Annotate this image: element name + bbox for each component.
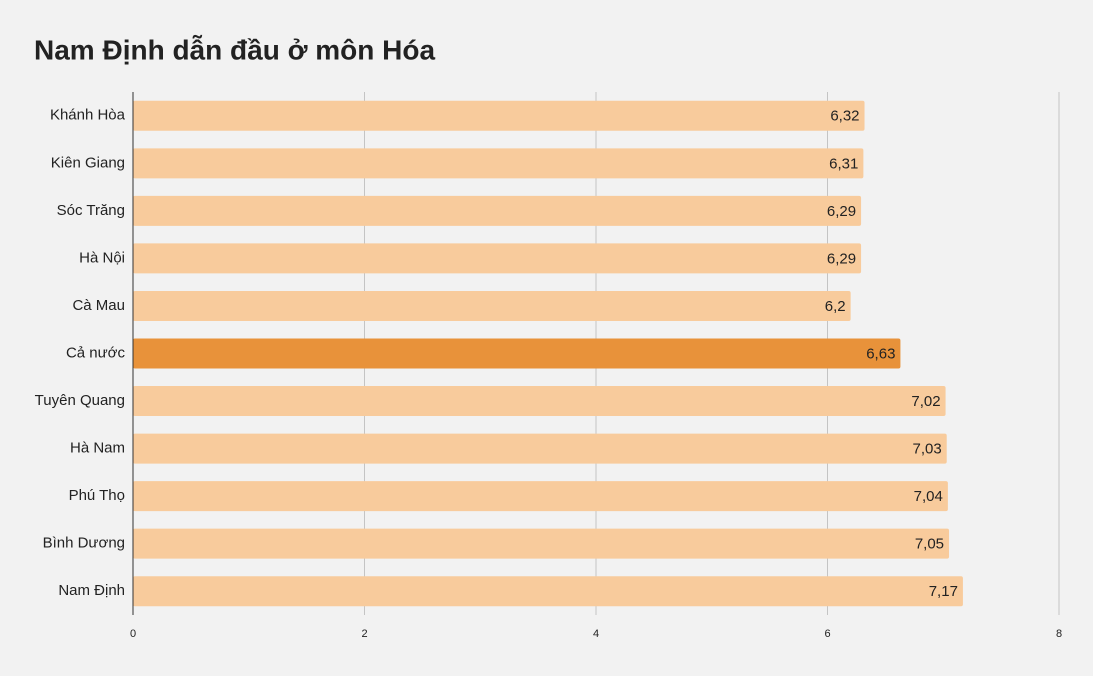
data-label: 7,05 bbox=[915, 536, 944, 553]
data-label: 6,31 bbox=[829, 155, 858, 172]
y-tick-label: Kiên Giang bbox=[51, 154, 125, 171]
bar bbox=[133, 481, 948, 512]
y-tick-label: Nam Định bbox=[58, 582, 125, 599]
y-tick-label: Hà Nam bbox=[70, 440, 125, 457]
y-tick-label: Bình Dương bbox=[43, 535, 125, 552]
bar bbox=[133, 148, 864, 179]
bar bbox=[133, 100, 865, 131]
data-label: 7,04 bbox=[914, 488, 943, 505]
bar bbox=[133, 290, 851, 321]
bar bbox=[133, 433, 947, 464]
y-tick-label: Cà Mau bbox=[72, 297, 125, 314]
chart-title: Nam Định dẫn đầu ở môn Hóa bbox=[34, 34, 435, 65]
data-label: 7,03 bbox=[913, 441, 942, 458]
x-tick-label: 8 bbox=[1056, 628, 1062, 640]
x-tick-label: 4 bbox=[593, 628, 599, 640]
data-label: 6,29 bbox=[827, 250, 856, 267]
data-label: 6,32 bbox=[830, 108, 859, 125]
bar bbox=[133, 386, 946, 417]
data-label: 7,02 bbox=[911, 393, 940, 410]
bar bbox=[133, 243, 862, 274]
y-tick-label: Tuyên Quang bbox=[35, 392, 125, 409]
x-tick-label: 6 bbox=[824, 628, 830, 640]
bar bbox=[133, 576, 963, 607]
bar bbox=[133, 338, 901, 369]
data-label: 7,17 bbox=[929, 583, 958, 600]
bar bbox=[133, 195, 862, 226]
y-tick-label: Cả nước bbox=[66, 344, 126, 361]
y-tick-label: Hà Nội bbox=[79, 249, 125, 266]
bar bbox=[133, 528, 950, 559]
x-tick-label: 2 bbox=[361, 628, 367, 640]
y-tick-label: Khánh Hòa bbox=[50, 107, 126, 124]
y-tick-label: Sóc Trăng bbox=[57, 202, 125, 219]
y-tick-label: Phú Thọ bbox=[69, 487, 125, 504]
x-tick-label: 0 bbox=[130, 628, 136, 640]
data-label: 6,2 bbox=[825, 298, 846, 315]
data-label: 6,29 bbox=[827, 203, 856, 220]
data-label: 6,63 bbox=[866, 345, 895, 362]
